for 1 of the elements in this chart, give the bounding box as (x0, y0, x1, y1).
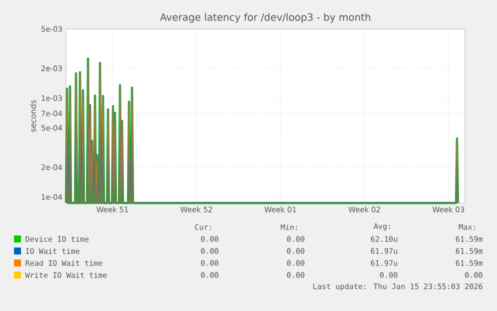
chart-title: Average latency for /dev/loop3 - by month (160, 13, 370, 23)
